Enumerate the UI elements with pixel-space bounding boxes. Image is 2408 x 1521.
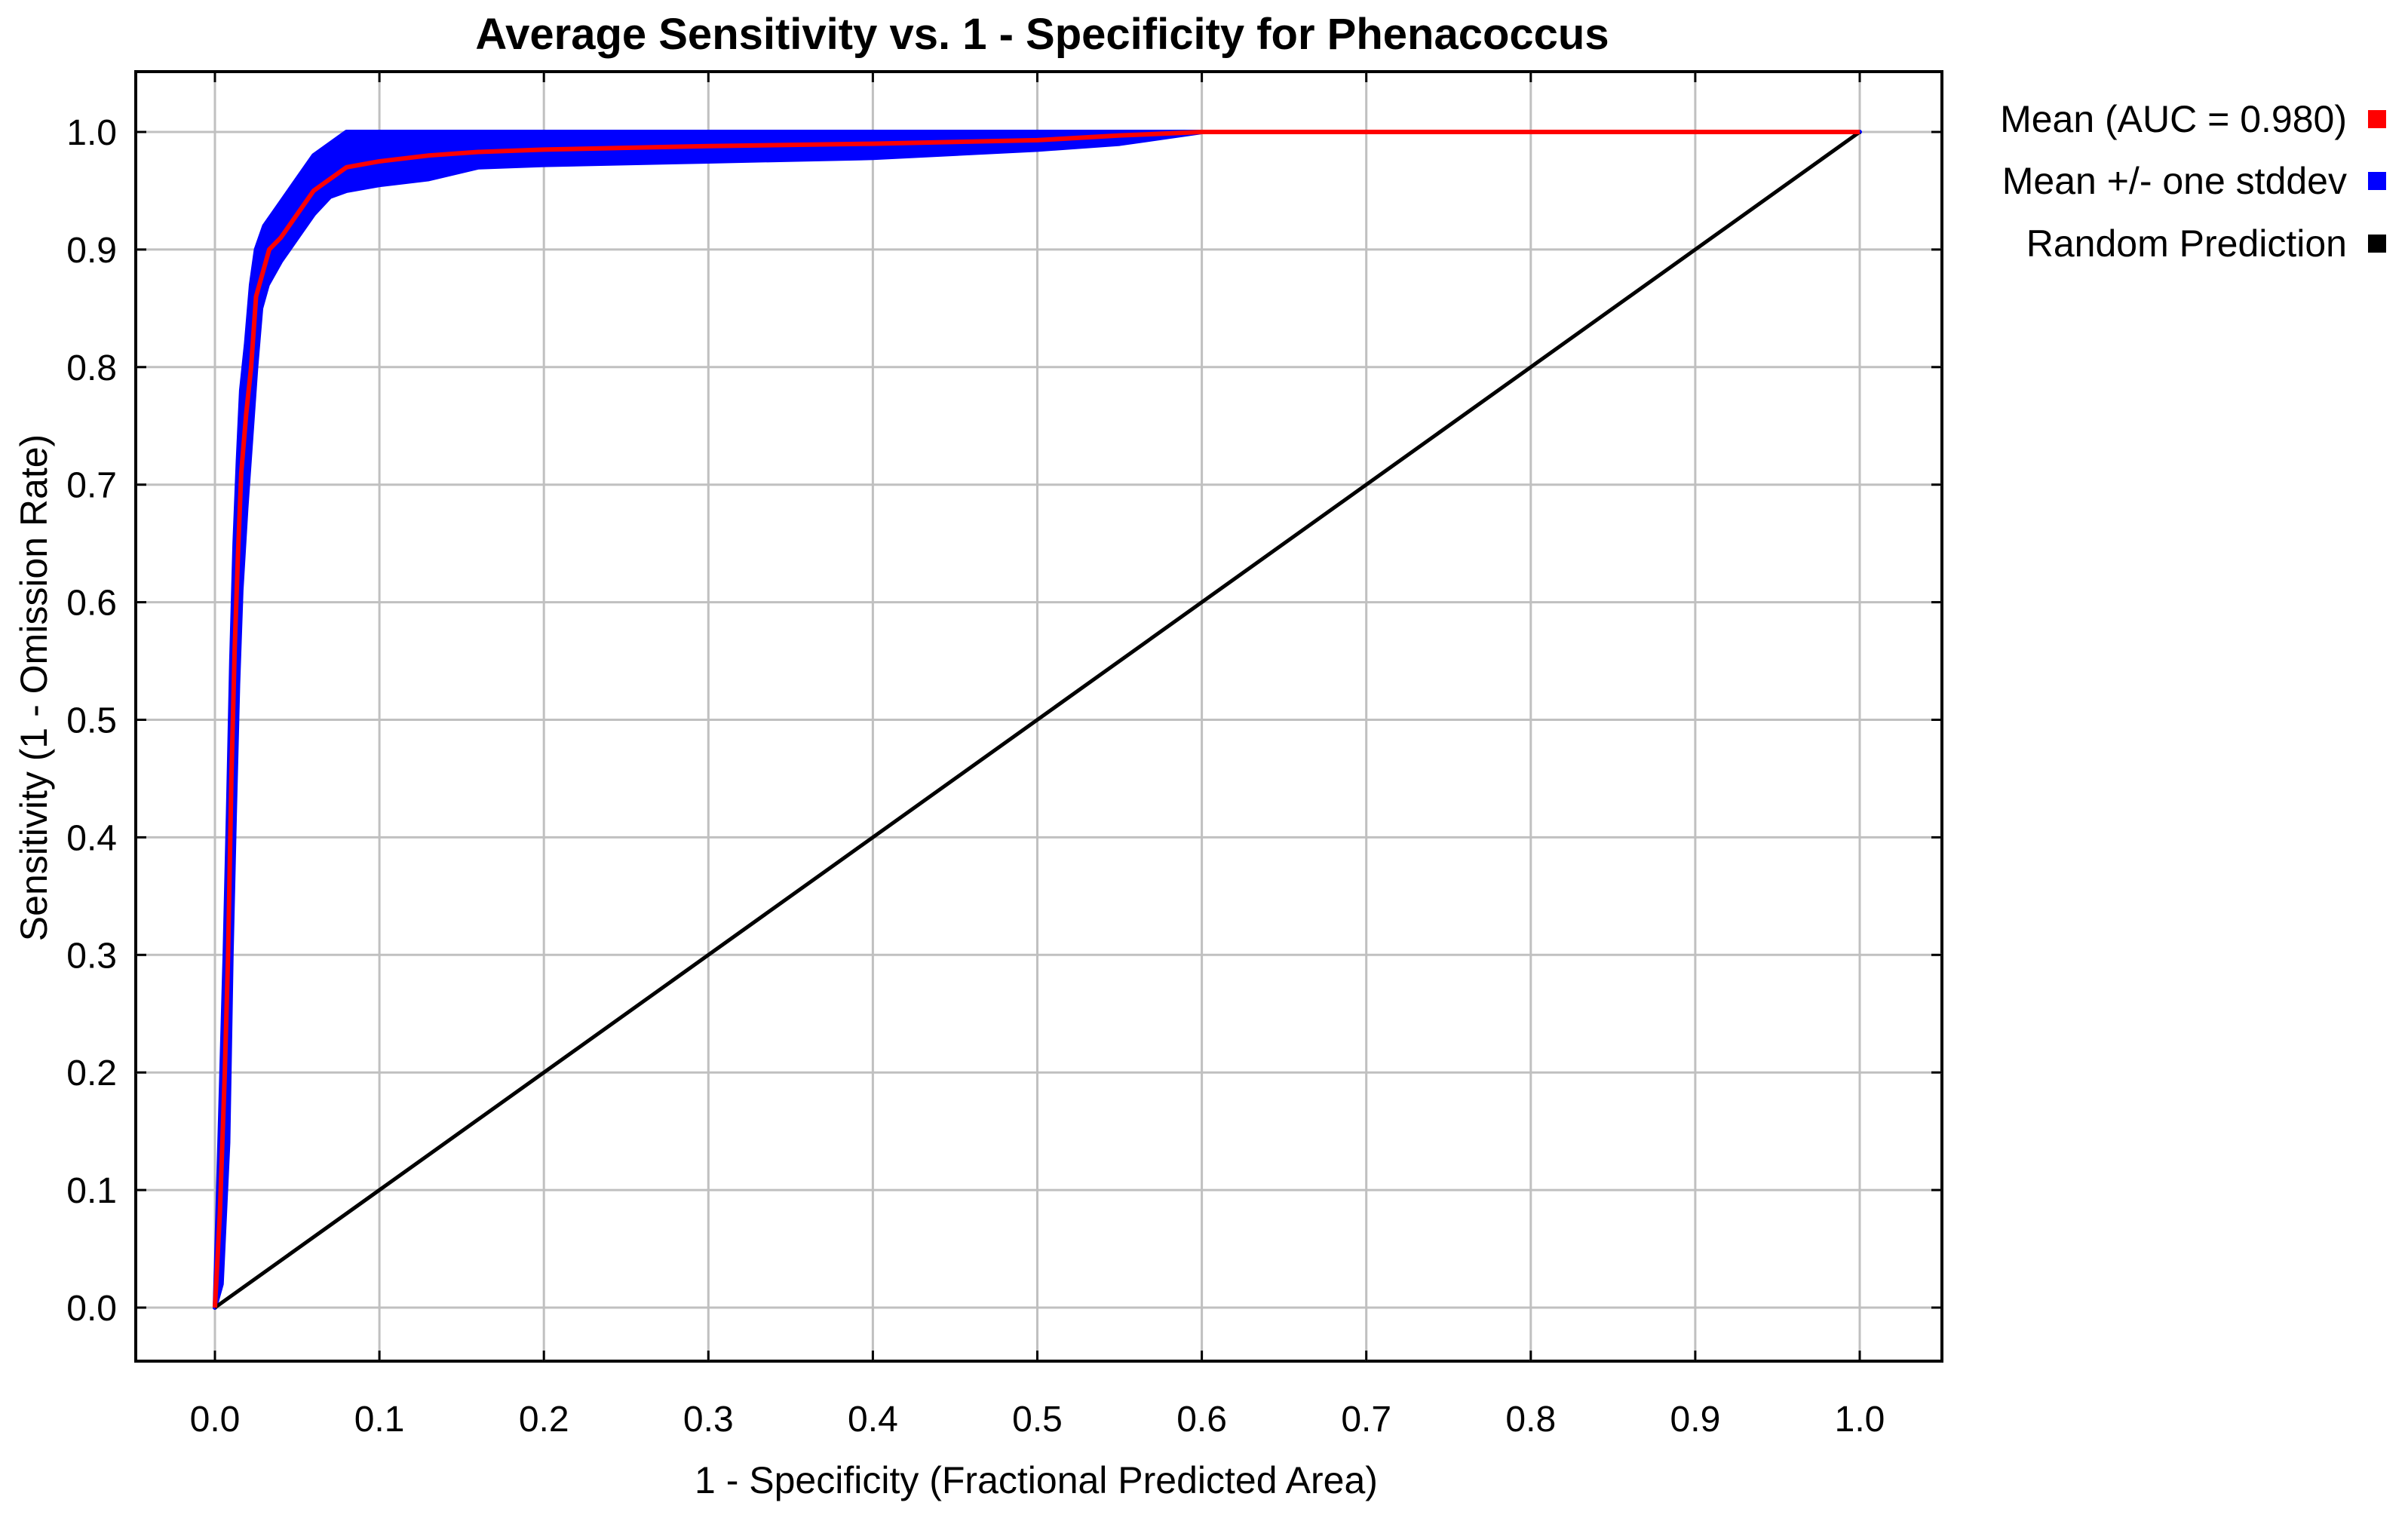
random-prediction-line xyxy=(213,130,1861,1310)
x-tick-label: 0.4 xyxy=(848,1400,898,1440)
legend-swatch xyxy=(2368,172,2386,190)
x-tick-label: 0.8 xyxy=(1505,1400,1556,1440)
x-tick-label: 0.5 xyxy=(1012,1400,1063,1440)
x-tick-label: 0.3 xyxy=(683,1400,734,1440)
y-tick-label: 0.2 xyxy=(66,1053,117,1093)
legend-label: Mean (AUC = 0.980) xyxy=(2000,98,2347,140)
x-tick-label: 0.2 xyxy=(519,1400,569,1440)
x-tick-label: 1.0 xyxy=(1835,1400,1885,1440)
legend-swatch xyxy=(2368,235,2386,253)
legend-label: Random Prediction xyxy=(2026,222,2347,265)
x-tick-label: 0.9 xyxy=(1670,1400,1721,1440)
y-tick-label: 0.3 xyxy=(66,936,117,976)
stddev-band xyxy=(213,130,1862,1310)
legend-label: Mean +/- one stddev xyxy=(2002,160,2347,202)
y-tick-label: 0.5 xyxy=(66,701,117,741)
y-tick-label: 0.0 xyxy=(66,1289,117,1329)
y-tick-label: 0.9 xyxy=(66,231,117,271)
mean-roc-line xyxy=(213,130,1860,1308)
y-tick-label: 0.6 xyxy=(66,584,117,624)
y-tick-label: 0.8 xyxy=(66,348,117,388)
y-tick-label: 0.1 xyxy=(66,1171,117,1211)
y-tick-label: 0.7 xyxy=(66,466,117,506)
x-tick-label: 0.0 xyxy=(190,1400,241,1440)
y-tick-label: 1.0 xyxy=(66,113,117,153)
y-tick-label: 0.4 xyxy=(66,818,117,858)
x-tick-label: 0.7 xyxy=(1341,1400,1391,1440)
chart-title: Average Sensitivity vs. 1 - Specificity … xyxy=(475,10,1609,59)
x-axis-label: 1 - Specificity (Fractional Predicted Ar… xyxy=(695,1459,1378,1501)
legend-swatch xyxy=(2368,110,2386,128)
x-tick-label: 0.1 xyxy=(354,1400,405,1440)
x-tick-label: 0.6 xyxy=(1176,1400,1227,1440)
y-axis-label: Sensitivity (1 - Omission Rate) xyxy=(13,434,55,941)
plot-area: 0.0 0.1 0.2 0.3 0.4 0.5 0.6 0.7 0.8 0.9 1.0 0.0 0.1 0… xyxy=(66,70,1943,1440)
legend: Mean (AUC = 0.980) Mean +/- one stddev Ran… xyxy=(2000,98,2386,265)
